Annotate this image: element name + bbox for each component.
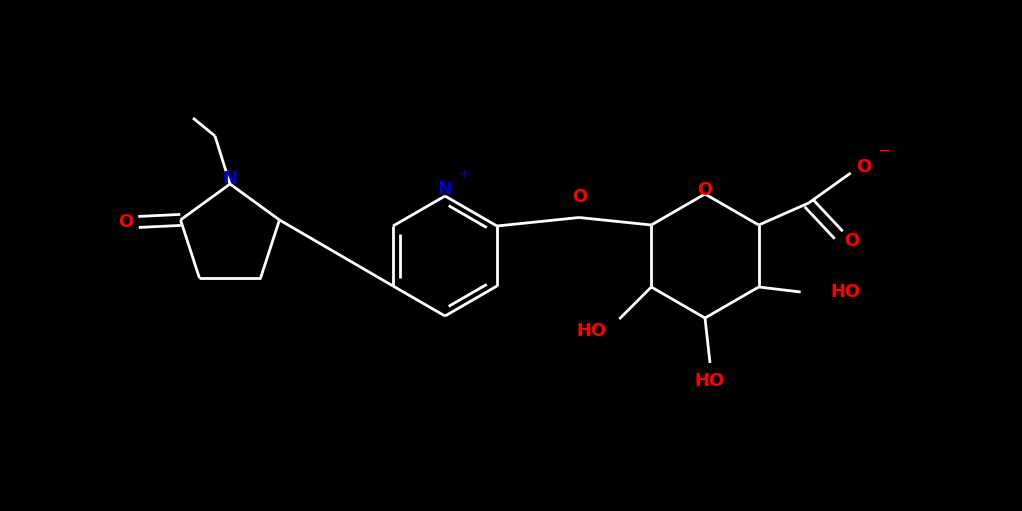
Text: HO: HO [831,283,861,301]
Text: O: O [697,181,712,199]
Text: O: O [856,158,872,176]
Text: N: N [437,180,453,198]
Text: O: O [844,232,860,250]
Text: O: O [572,188,588,205]
Text: N: N [223,170,237,188]
Text: HO: HO [695,372,726,390]
Text: +: + [458,167,470,181]
Text: HO: HO [576,322,606,340]
Text: O: O [118,213,133,231]
Text: −: − [877,142,890,160]
